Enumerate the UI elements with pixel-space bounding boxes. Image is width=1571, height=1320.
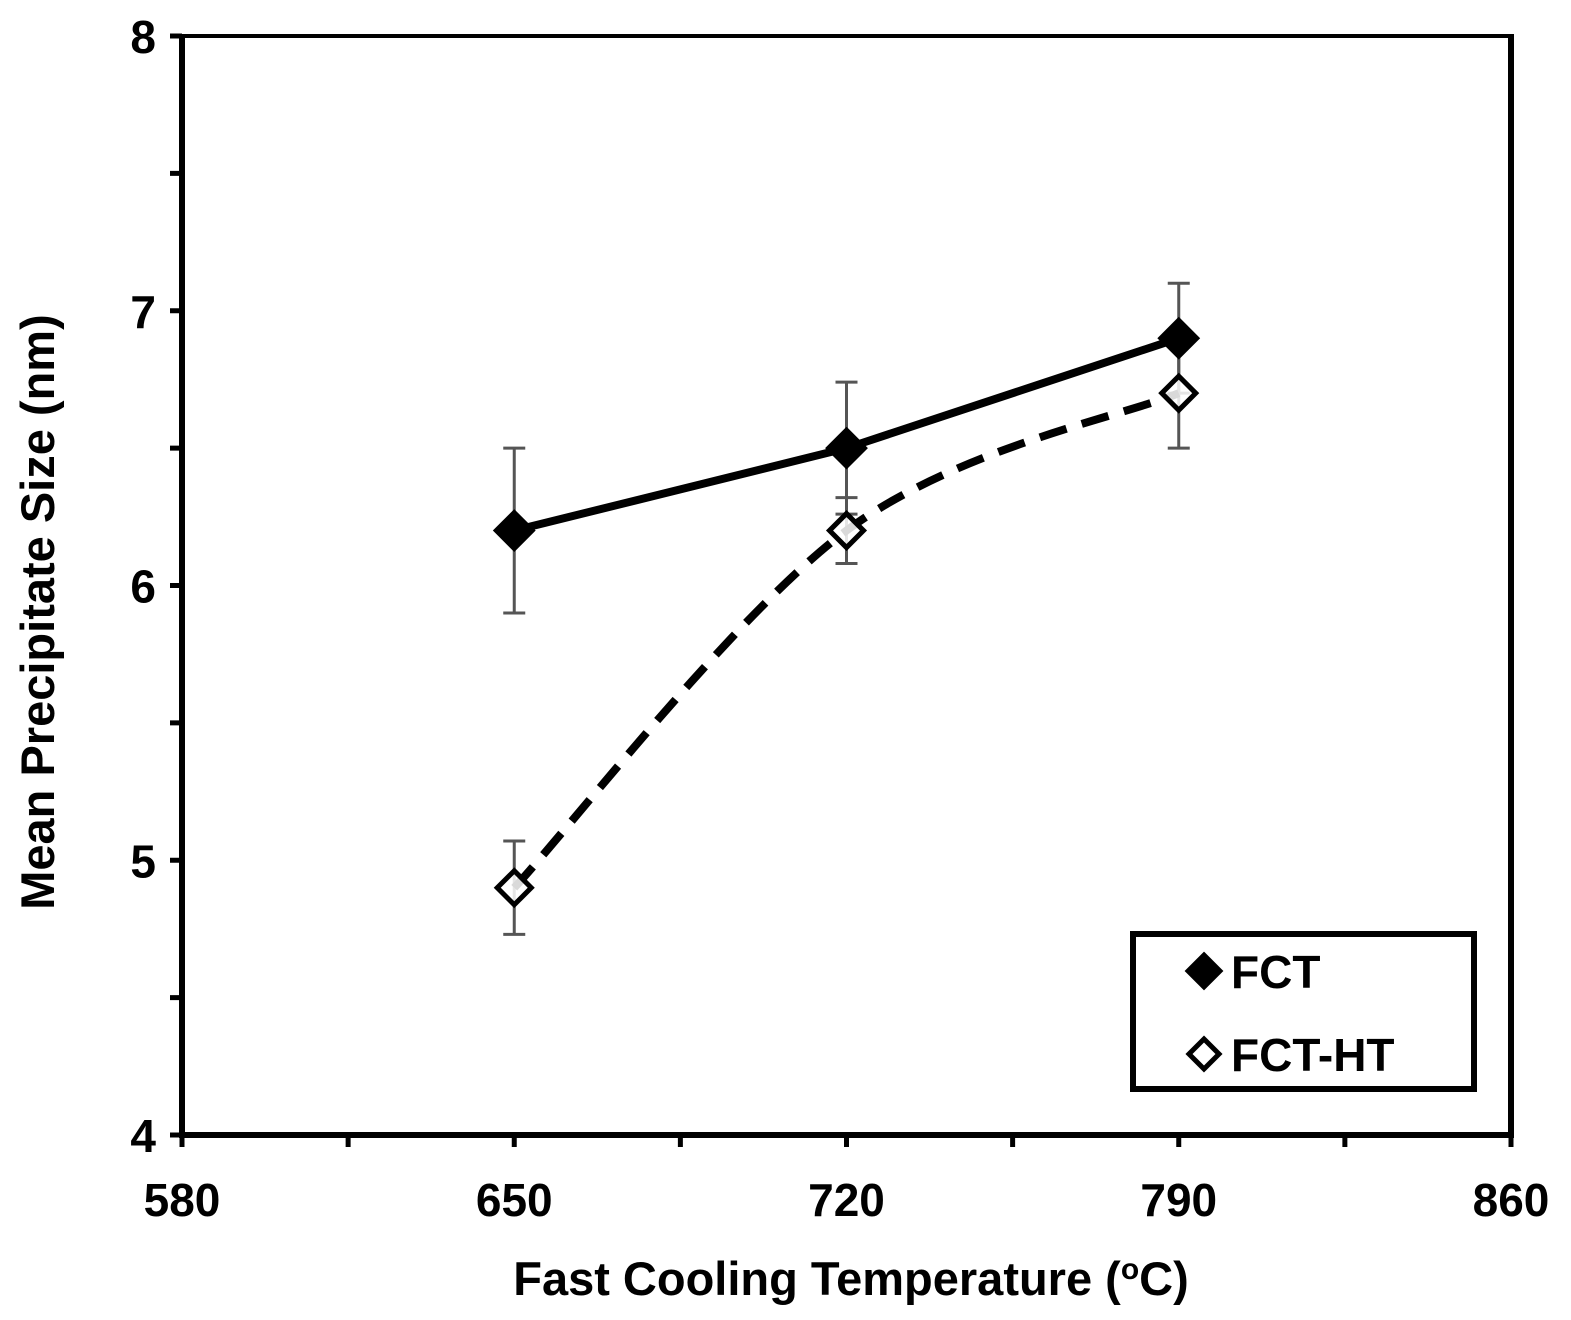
data-point-fct (492, 509, 536, 552)
series-markers (492, 316, 1201, 909)
y-tick-label: 4 (130, 1110, 156, 1162)
y-axis-title: Mean Precipitate Size (nm) (11, 314, 64, 910)
legend-label-fct-ht: FCT-HT (1231, 1029, 1395, 1081)
legend-marker-fct (1184, 951, 1224, 991)
y-tick-label: 8 (130, 11, 156, 63)
legend: FCT FCT-HT (1130, 931, 1477, 1092)
data-point-fct (1157, 316, 1201, 360)
data-point-fct-ht (493, 867, 535, 909)
x-axis-title: Fast Cooling Temperature (oC) (513, 1252, 1189, 1305)
x-tick-label: 720 (808, 1174, 885, 1226)
series-line-fct-ht (511, 389, 1181, 891)
tick-labels: 4 5 6 7 8 580 650 720 790 860 (130, 11, 1549, 1226)
y-tick-label: 5 (130, 835, 156, 887)
x-tick-label: 580 (144, 1174, 221, 1226)
y-tick-label: 7 (130, 286, 156, 338)
legend-box (1130, 931, 1477, 1092)
x-tick-label: 860 (1473, 1174, 1550, 1226)
data-point-fct-ht (1158, 372, 1200, 414)
data-point-fct (825, 426, 868, 470)
data-point-fct-ht (825, 510, 868, 552)
axes (170, 33, 1514, 1147)
x-tick-label: 650 (476, 1174, 553, 1226)
legend-label-fct: FCT (1231, 946, 1320, 998)
x-tick-label: 790 (1140, 1174, 1217, 1226)
legend-marker-fct-ht (1185, 1035, 1223, 1073)
error-bars (503, 281, 1190, 936)
y-tick-label: 6 (130, 561, 156, 613)
